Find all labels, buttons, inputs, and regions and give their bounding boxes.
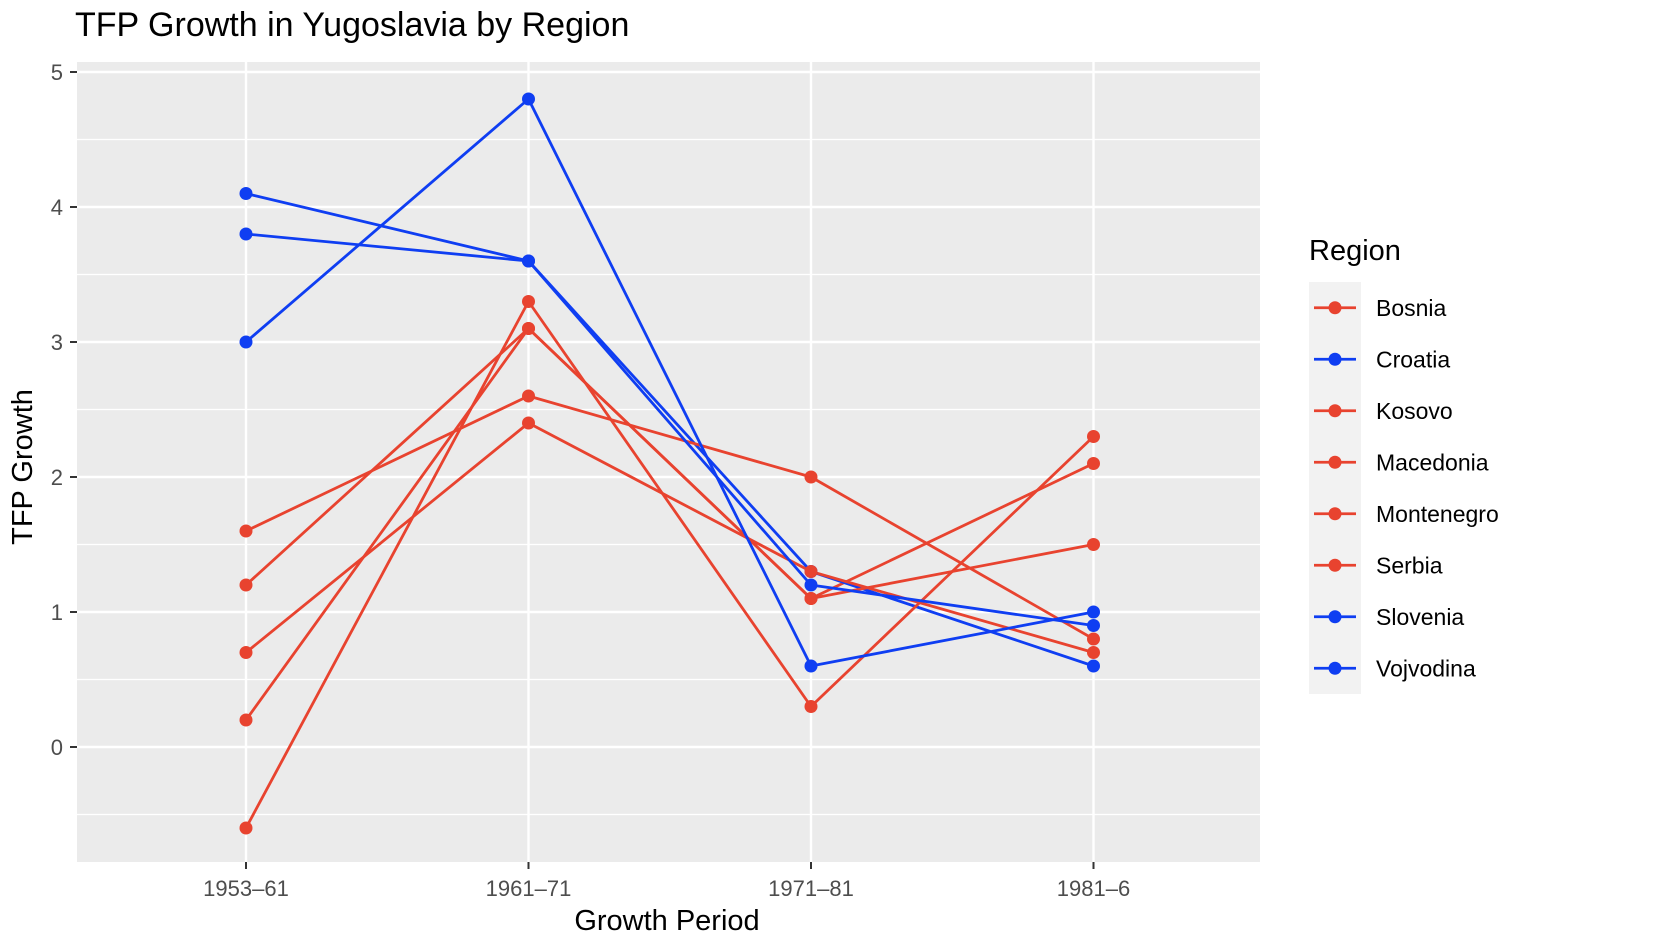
- legend-label-montenegro: Montenegro: [1376, 501, 1499, 527]
- data-point-montenegro: [804, 565, 818, 578]
- data-point-macedonia: [522, 322, 535, 335]
- legend-label-croatia: Croatia: [1376, 346, 1450, 372]
- data-point-kosovo: [1087, 430, 1100, 443]
- x-tick-label: 1981–6: [1057, 876, 1130, 901]
- y-axis-title: TFP Growth: [7, 389, 39, 545]
- legend-key-point-serbia: [1328, 558, 1342, 572]
- legend-label-vojvodina: Vojvodina: [1376, 655, 1476, 681]
- data-point-vojvodina: [522, 92, 535, 106]
- y-tick-label: 3: [51, 330, 63, 355]
- y-tick-label: 5: [51, 60, 63, 85]
- data-point-montenegro: [522, 416, 535, 430]
- series-line-serbia: [245, 394, 1095, 641]
- data-point-vojvodina: [804, 659, 818, 673]
- legend-key-background: [1309, 282, 1361, 694]
- data-point-montenegro: [1087, 646, 1100, 659]
- data-point-vojvodina: [239, 335, 253, 349]
- data-point-bosnia: [1087, 457, 1100, 470]
- legend-key-point-vojvodina: [1328, 661, 1342, 675]
- series-lines: [244, 97, 1095, 829]
- data-point-vojvodina: [1087, 605, 1100, 619]
- y-tick-label: 0: [51, 735, 63, 760]
- legend-key-point-croatia: [1328, 352, 1342, 366]
- legend-title: Region: [1309, 235, 1401, 267]
- series-line-slovenia: [245, 192, 1094, 627]
- series-line-vojvodina: [245, 97, 1094, 668]
- y-tick-label: 1: [51, 600, 63, 625]
- data-point-serbia: [522, 389, 535, 403]
- x-axis-title: Growth Period: [574, 905, 759, 937]
- data-point-slovenia: [804, 578, 818, 592]
- legend-label-kosovo: Kosovo: [1376, 398, 1453, 424]
- data-point-kosovo: [522, 295, 535, 308]
- x-tick-label: 1971–81: [768, 876, 854, 901]
- series-points: [239, 92, 1100, 835]
- data-point-macedonia: [804, 592, 818, 605]
- data-point-kosovo: [239, 821, 253, 835]
- series-line-montenegro: [245, 421, 1094, 654]
- series-line-croatia: [245, 232, 1094, 668]
- legend-label-macedonia: Macedonia: [1376, 449, 1489, 475]
- data-point-bosnia: [239, 578, 253, 592]
- y-tick-label: 4: [51, 195, 63, 220]
- data-point-slovenia: [239, 187, 253, 200]
- data-point-macedonia: [239, 713, 253, 727]
- data-point-serbia: [239, 524, 253, 538]
- data-point-serbia: [804, 470, 818, 484]
- data-point-croatia: [239, 227, 253, 241]
- major-gridlines: [77, 62, 1260, 862]
- y-axis: 0 1 2 3 4 5: [51, 60, 77, 760]
- data-point-serbia: [1087, 632, 1100, 646]
- data-point-slovenia: [522, 254, 535, 268]
- data-point-kosovo: [804, 700, 818, 713]
- legend-label-bosnia: Bosnia: [1376, 295, 1447, 321]
- data-point-croatia: [1087, 659, 1100, 673]
- legend-key-point-kosovo: [1328, 404, 1342, 418]
- legend: Region Bosnia Croatia Kosovo Macedonia Monte…: [1309, 235, 1499, 694]
- data-point-slovenia: [1087, 619, 1100, 632]
- x-axis: 1953–61 1961–71 1971–81 1981–6: [203, 862, 1130, 901]
- legend-label-slovenia: Slovenia: [1376, 604, 1464, 630]
- legend-label-serbia: Serbia: [1376, 552, 1443, 578]
- x-tick-label: 1953–61: [203, 876, 289, 901]
- legend-key-point-montenegro: [1328, 507, 1342, 521]
- legend-key-point-slovenia: [1328, 610, 1342, 624]
- x-tick-label: 1961–71: [486, 876, 572, 901]
- data-point-macedonia: [1087, 538, 1100, 551]
- series-line-macedonia: [244, 327, 1094, 721]
- legend-key-point-bosnia: [1328, 301, 1342, 315]
- y-tick-label: 2: [51, 465, 63, 490]
- data-point-montenegro: [239, 646, 253, 659]
- legend-key-point-macedonia: [1328, 455, 1342, 469]
- chart-title: TFP Growth in Yugoslavia by Region: [75, 6, 629, 44]
